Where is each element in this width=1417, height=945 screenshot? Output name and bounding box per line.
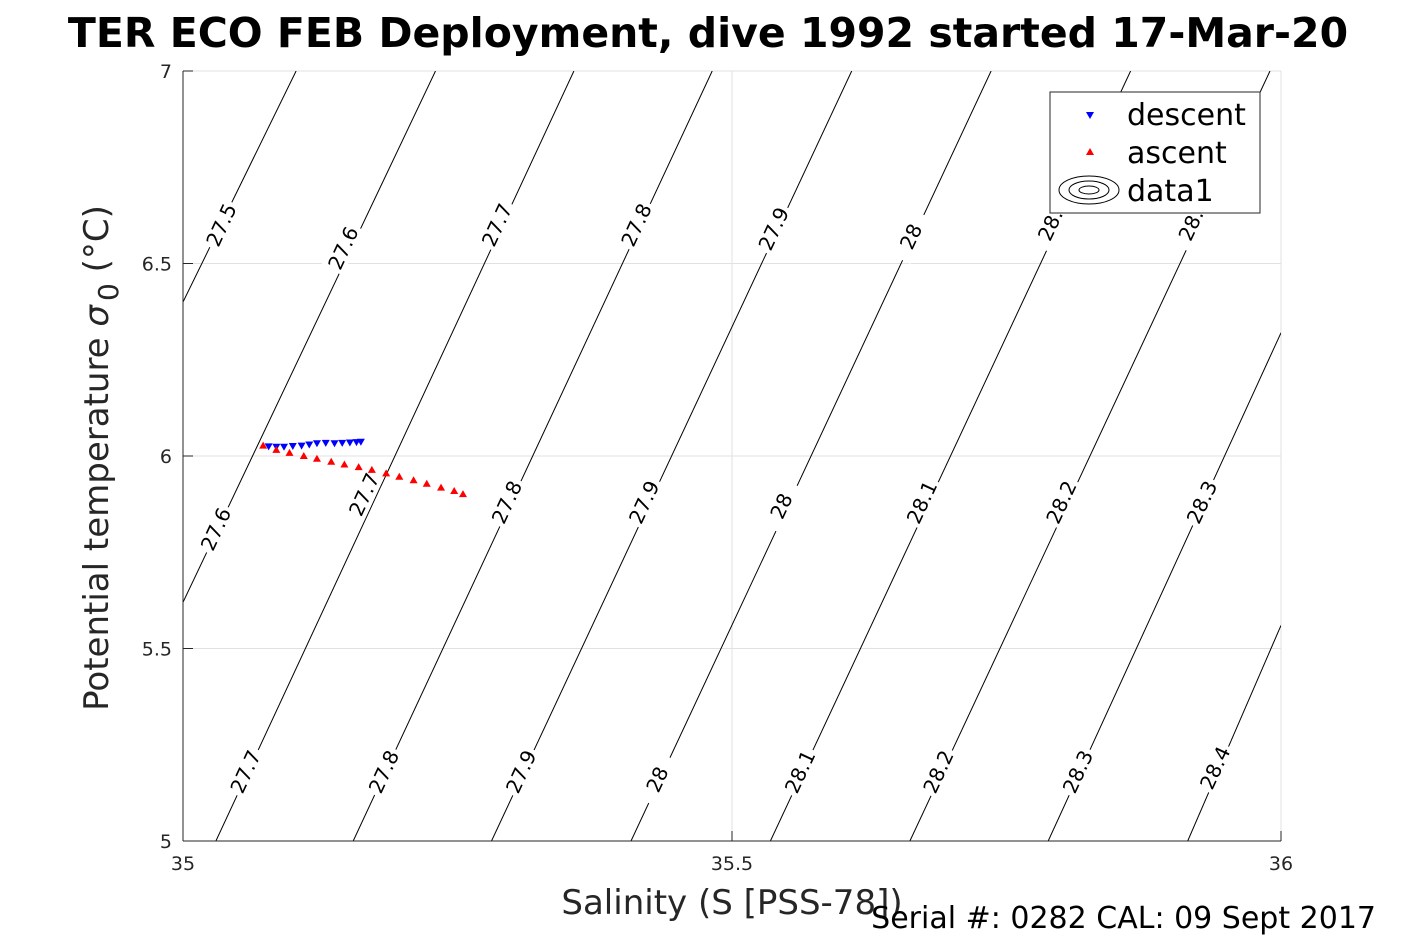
contour-line-27.7 <box>215 71 575 841</box>
legend-box <box>1049 91 1261 214</box>
contour-label-bg <box>1179 474 1223 530</box>
ascent-point <box>437 483 446 491</box>
descent-point <box>305 441 314 449</box>
descent-point <box>345 439 354 447</box>
ascent-point <box>259 441 268 449</box>
descent-point <box>297 442 306 450</box>
contour-label-bg <box>484 474 528 530</box>
contour-label-bg <box>341 466 385 522</box>
contour-label-bg <box>1192 739 1236 796</box>
contour-line-27.9 <box>491 71 853 841</box>
legend-marker-descent <box>1086 112 1094 119</box>
contour-label-bg <box>916 743 959 800</box>
descent-point <box>288 442 297 450</box>
ascent-point <box>327 457 336 465</box>
data-series <box>259 438 467 498</box>
contour-label-bg <box>361 743 405 800</box>
descent-point <box>330 440 339 448</box>
contour-line-28 <box>630 71 992 841</box>
legend-marker-ascent <box>1086 148 1094 155</box>
x-tick-label: 36 <box>1269 853 1293 875</box>
descent-point <box>312 440 321 448</box>
ascent-point <box>367 465 376 473</box>
legend-label-descent: descent <box>1127 98 1246 133</box>
y-tick-label: 5.5 <box>142 639 172 661</box>
contour-label-bg <box>621 474 665 530</box>
descent-point <box>264 443 273 451</box>
x-tick-label: 35 <box>171 853 195 875</box>
legend-label-ascent: ascent <box>1127 136 1227 171</box>
serial-calibration-note: Serial #: 0282 CAL: 09 Sept 2017 <box>871 901 1376 936</box>
contour-label-bg <box>199 196 242 253</box>
descent-point <box>356 438 365 446</box>
contour-line-27.5 <box>183 71 297 303</box>
contour-line-28.4 <box>1187 625 1281 841</box>
contour-label-bg <box>899 474 943 530</box>
contour-label-bg <box>759 477 802 534</box>
contour-label-bg <box>1055 743 1099 800</box>
ascent-point <box>285 448 294 456</box>
ascent-point <box>458 490 467 498</box>
y-axis-label-main: Potential temperature <box>77 327 117 711</box>
contour-label-bg <box>751 200 795 257</box>
legend-label-data1: data1 <box>1127 174 1214 209</box>
contour-label-bg <box>1039 474 1082 530</box>
contour-label-bg <box>777 743 821 800</box>
contour-label-bg <box>614 196 657 253</box>
legend-contour-icon <box>1058 175 1120 205</box>
contour-label-bg <box>498 743 542 800</box>
ascent-point <box>409 476 418 484</box>
contour-line-27.8 <box>352 71 713 841</box>
contour-label-bg <box>474 196 518 253</box>
ascent-point <box>395 472 404 480</box>
x-tick-label: 35.5 <box>711 853 753 875</box>
axis-ticks: 35 35.5 36 5 5.5 6 6.5 7 <box>142 61 1293 875</box>
y-axis-label-subscript: 0 <box>92 283 125 301</box>
chart-title: TER ECO FEB Deployment, dive 1992 starte… <box>68 9 1348 57</box>
x-axis-label: Salinity (S [PSS-78]) <box>561 883 902 923</box>
contour-label-bg <box>635 751 678 807</box>
contour-label-bg <box>193 500 237 557</box>
ascent-point <box>272 445 281 453</box>
contour-label-bg <box>888 208 932 264</box>
ascent-point <box>422 479 431 487</box>
ascent-point <box>299 452 308 459</box>
contour-label-bg <box>320 219 364 276</box>
ascent-point <box>340 460 349 468</box>
y-tick-label: 7 <box>160 61 172 83</box>
y-axis-label-sigma: σ <box>77 304 117 327</box>
descent-point <box>280 443 289 451</box>
descent-point <box>321 439 330 447</box>
y-axis-label-unit: (°C) <box>77 205 117 283</box>
contour-label-bg <box>223 743 267 800</box>
legend: descent ascent data1 <box>1049 91 1261 214</box>
descent-point <box>338 439 347 447</box>
y-tick-label: 6.5 <box>142 254 172 276</box>
ascent-point <box>382 469 391 477</box>
grid-lines <box>183 70 1282 841</box>
y-tick-label: 5 <box>160 831 172 853</box>
ascent-point <box>450 487 459 495</box>
y-tick-label: 6 <box>160 446 172 468</box>
ascent-point <box>354 463 363 471</box>
ascent-point <box>312 454 321 462</box>
y-axis-label: Potential temperature σ 0 (°C) <box>77 205 125 711</box>
